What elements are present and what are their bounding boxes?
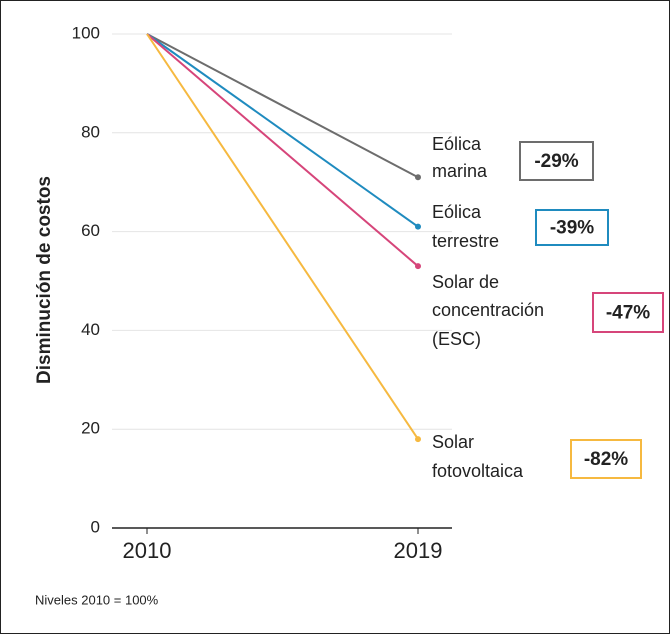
series-label: fotovoltaica — [432, 461, 524, 481]
line — [146, 33, 419, 228]
y-tick-label: 0 — [91, 517, 100, 536]
end-marker — [415, 174, 421, 181]
annotation-box — [535, 209, 609, 246]
y-tick-label: 40 — [81, 320, 100, 339]
line — [146, 33, 419, 179]
series-label: Eólica — [432, 202, 482, 222]
annotation-box — [570, 439, 642, 479]
series-label: Eólica — [432, 134, 482, 154]
line — [146, 33, 419, 440]
end-marker — [415, 436, 421, 443]
series-label: Solar — [432, 432, 474, 452]
series-label: marina — [432, 161, 488, 181]
annotation: -29% — [534, 151, 578, 172]
y-axis-title: Disminución de costos — [34, 176, 55, 384]
series-label: concentración — [432, 300, 544, 320]
series-label: terrestre — [432, 231, 499, 251]
y-tick-label: 20 — [81, 419, 100, 438]
y-tick-label: 60 — [81, 221, 100, 240]
end-marker — [415, 263, 421, 270]
series-label: Solar de — [432, 272, 499, 292]
annotation: -82% — [584, 449, 628, 470]
x-tick-label: 2019 — [394, 538, 443, 563]
annotation-box — [592, 292, 664, 333]
annotation: -39% — [550, 218, 594, 239]
annotation-box — [519, 141, 594, 181]
footnote: Niveles 2010 = 100% — [35, 592, 159, 607]
x-tick-label: 2010 — [123, 538, 172, 563]
series-label: (ESC) — [432, 329, 481, 349]
end-marker — [415, 223, 421, 230]
line — [146, 33, 419, 267]
y-tick-label: 100 — [72, 23, 100, 42]
annotation: -47% — [606, 303, 650, 324]
y-tick-label: 80 — [81, 122, 100, 141]
